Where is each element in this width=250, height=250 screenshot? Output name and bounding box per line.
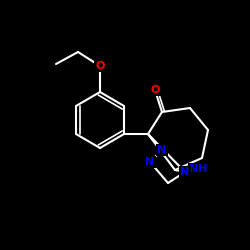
Text: O: O — [95, 61, 105, 71]
Text: NH: NH — [189, 164, 207, 174]
Text: N: N — [146, 157, 154, 167]
Text: N: N — [158, 145, 166, 155]
Text: N: N — [180, 167, 190, 177]
Text: O: O — [150, 85, 160, 95]
